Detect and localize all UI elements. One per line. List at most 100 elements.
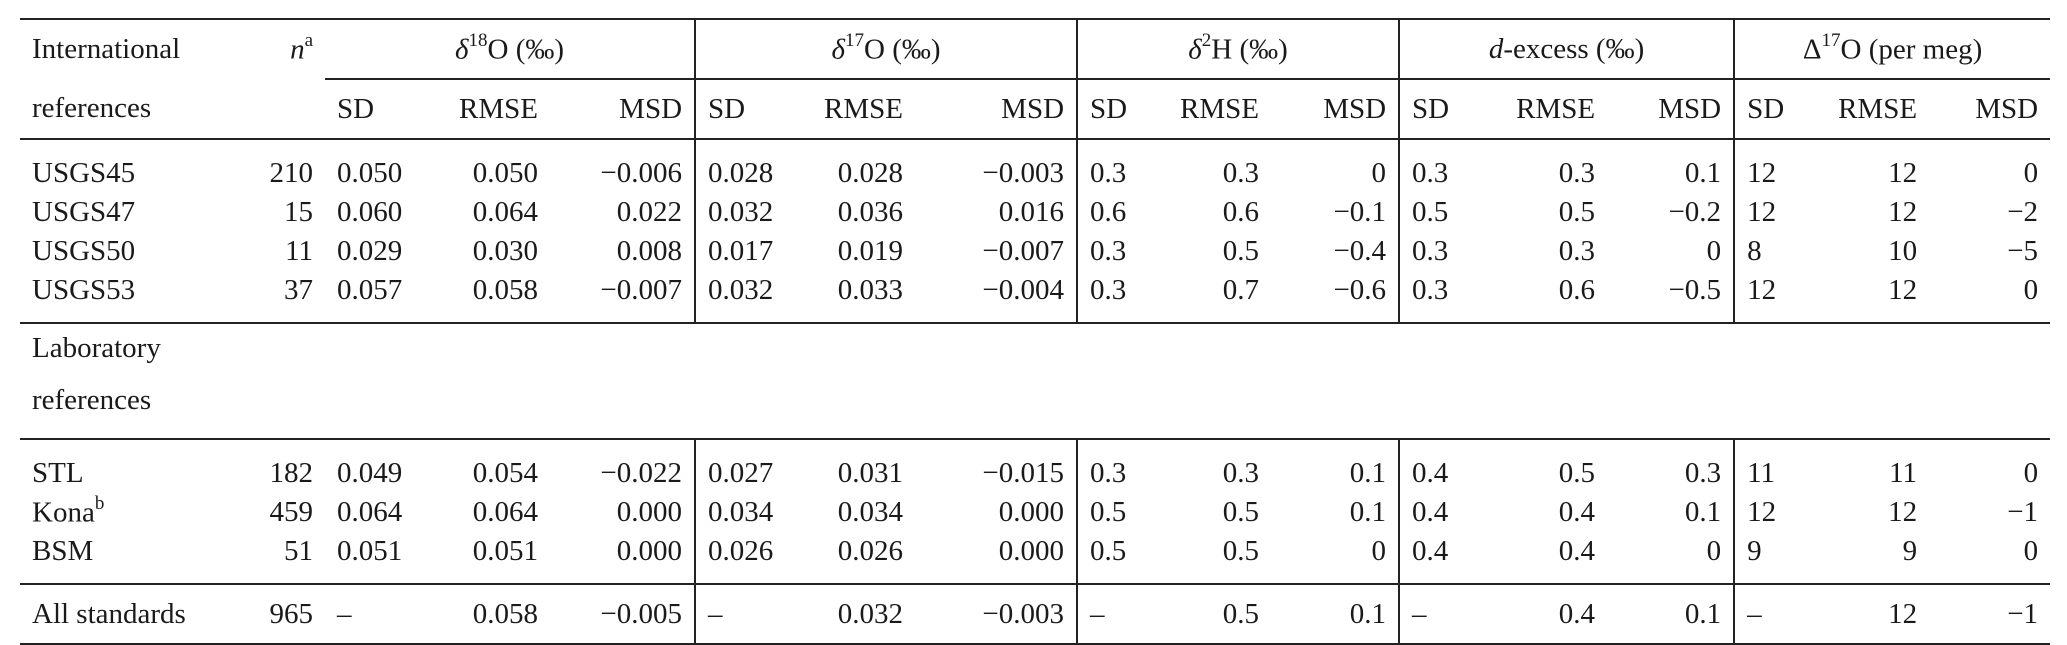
n-symbol: n — [290, 33, 305, 66]
value-cell: 0.1 — [1684, 157, 1722, 189]
value-cell: 0.5 — [1076, 493, 1160, 532]
value-cell: 0.054 — [472, 457, 538, 489]
value-cell: −0.007 — [982, 235, 1065, 267]
value-cell: 0.6 — [1481, 271, 1608, 324]
value-cell: 9 — [1814, 532, 1930, 585]
group-header-d17o: δ17O (‰) — [694, 18, 1078, 79]
table-row: All standards 965–0.058 −0.005–0.032 −0.003… — [20, 584, 2051, 645]
table-row: Konab 459 0.064 0.064 0.000 0.034 0.034 0.000 0.… — [20, 493, 2050, 532]
value-cell: −0.2 — [1668, 196, 1722, 228]
sample-count: 51 — [235, 532, 325, 585]
subheader-rmse-3: RMSE — [1481, 78, 1608, 140]
subheader-sd-2: SD — [1076, 78, 1160, 140]
value-cell: 0.033 — [785, 271, 916, 324]
value-cell: 12 — [1733, 493, 1815, 532]
value-cell: 0.064 — [337, 496, 403, 528]
footnote-mark: b — [94, 493, 105, 515]
section-heading-blank — [235, 384, 2051, 440]
value-cell: 0.019 — [837, 235, 904, 267]
value-cell: 12 — [1814, 271, 1930, 324]
value-cell: 12 — [1888, 157, 1918, 189]
value-cell: 11 — [1889, 457, 1918, 489]
value-cell: 0.064 — [472, 496, 538, 528]
value-cell: 0.032 — [694, 193, 786, 232]
value-cell: 0.5 — [1222, 496, 1260, 528]
reference-name: STL — [32, 457, 84, 489]
value-cell: 11 — [1733, 439, 1815, 493]
value-cell: 0.030 — [472, 235, 538, 267]
value-cell: 0.016 — [998, 196, 1065, 228]
sample-count: 182 — [269, 457, 314, 489]
value-cell: 0.034 — [694, 493, 786, 532]
reference-name: Konab — [32, 493, 105, 529]
subheader-sd-1: SD — [694, 78, 786, 140]
sample-count: 37 — [235, 271, 325, 324]
value-cell: 0.000 — [915, 532, 1078, 585]
group-header-d18o: δ18O (‰) — [325, 18, 696, 79]
value-cell: −2 — [2007, 196, 2039, 228]
section-heading-blank — [235, 323, 2050, 384]
value-cell: 0 — [1706, 235, 1722, 267]
value-cell: 0 — [2023, 157, 2039, 189]
value-cell: −0.1 — [1333, 196, 1387, 228]
value-cell: 0.6 — [1222, 196, 1260, 228]
value-cell: 0.028 — [837, 157, 904, 189]
sample-count: 11 — [285, 235, 313, 267]
subheader-sd-4: SD — [1733, 78, 1815, 140]
value-cell: −1 — [2007, 496, 2039, 528]
section-heading: Laboratory — [32, 332, 161, 364]
value-cell: 0.028 — [694, 139, 786, 193]
subheader-rmse-4: RMSE — [1814, 78, 1930, 140]
section-heading-row: Laboratory — [20, 323, 2050, 384]
value-cell: 0.3 — [1558, 235, 1596, 267]
ref-header-line1: International — [20, 18, 235, 79]
value-cell: – — [1076, 584, 1160, 645]
value-cell: 0.4 — [1558, 496, 1596, 528]
value-cell: 0.4 — [1481, 584, 1608, 645]
value-cell: 12 — [1733, 139, 1815, 193]
value-cell: 0.5 — [1076, 532, 1160, 585]
value-cell: 0.1 — [1349, 457, 1387, 489]
value-cell: 8 — [1733, 232, 1815, 271]
value-cell: 0 — [1271, 532, 1400, 585]
value-cell: 0.5 — [1159, 584, 1272, 645]
value-cell: 0.7 — [1159, 271, 1272, 324]
subheader-rmse-0: RMSE — [420, 78, 550, 140]
group-header-D17o: Δ17O (per meg) — [1733, 18, 2051, 79]
table-row: USGS53 37 0.057 0.058 −0.007 0.032 0.033 −0.004… — [20, 271, 2051, 324]
value-cell: 0.5 — [1558, 196, 1596, 228]
value-cell: 0.034 — [837, 496, 904, 528]
value-cell: – — [325, 584, 420, 645]
reference-name: USGS53 — [20, 271, 235, 324]
value-cell: 9 — [1733, 532, 1815, 585]
n-header: na — [235, 18, 325, 79]
value-cell: 0.049 — [337, 457, 403, 489]
value-cell: 0.5 — [1558, 457, 1596, 489]
reference-name: USGS45 — [32, 157, 136, 189]
value-cell: 0.3 — [1222, 157, 1260, 189]
value-cell: 0.008 — [616, 235, 683, 267]
value-cell: 0 — [1371, 157, 1387, 189]
value-cell: 0.3 — [1076, 271, 1160, 324]
value-cell: 0.032 — [785, 584, 916, 645]
value-cell: −0.022 — [600, 457, 683, 489]
subheader-sd-3: SD — [1398, 78, 1482, 140]
value-cell: 0.3 — [1076, 139, 1160, 193]
value-cell: −0.003 — [982, 157, 1065, 189]
value-cell: 0.5 — [1398, 193, 1482, 232]
value-cell: 0.017 — [694, 232, 786, 271]
value-cell: 0.000 — [616, 496, 683, 528]
value-cell: 12 — [1888, 196, 1918, 228]
table-row: STL 182 0.049 0.054 −0.022 0.027 0.031 −0.015 0.… — [20, 439, 2050, 493]
value-cell: −0.003 — [915, 584, 1078, 645]
value-cell: 0.050 — [337, 157, 403, 189]
n-footnote-mark: a — [304, 30, 313, 52]
group-header-dexcess: d-excess (‰) — [1398, 18, 1735, 79]
reference-name: USGS50 — [32, 235, 136, 267]
table-row: USGS47 15 0.060 0.064 0.022 0.032 0.036 0.016 0.… — [20, 193, 2050, 232]
value-cell: −0.007 — [550, 271, 696, 324]
table-row: USGS45 210 0.050 0.050 −0.006 0.028 0.028 −0.00… — [20, 139, 2050, 193]
n-header-blank — [235, 79, 325, 140]
value-cell: – — [694, 584, 786, 645]
value-cell: 12 — [1733, 193, 1815, 232]
